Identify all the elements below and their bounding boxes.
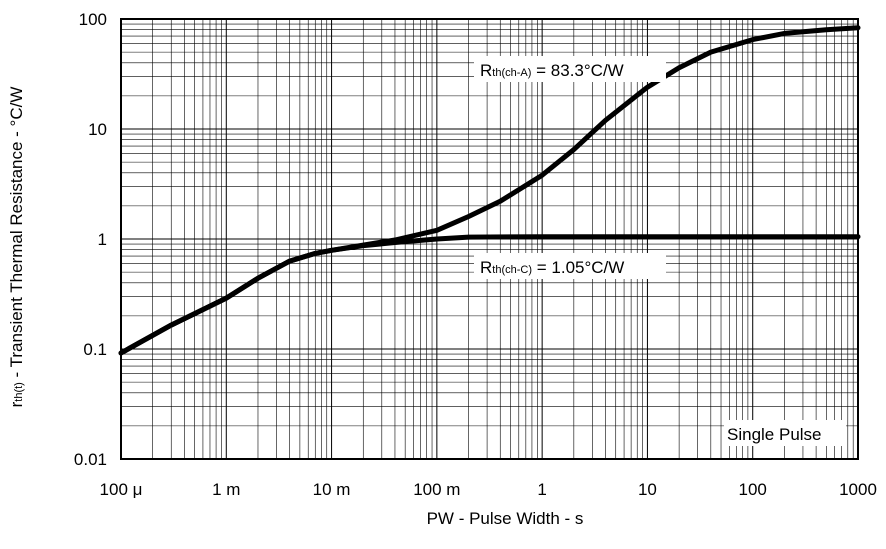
x-tick-label: 100 [739, 480, 767, 499]
y-axis-title: rth(t) - Transient Thermal Resistance - … [7, 87, 26, 408]
x-tick-label: 100 m [413, 480, 460, 499]
y-tick-label: 10 [88, 120, 107, 139]
x-tick-label: 1000 [839, 480, 877, 499]
x-tick-label: 10 m [313, 480, 351, 499]
y-tick-label: 0.01 [74, 450, 107, 469]
y-tick-label: 1 [98, 230, 107, 249]
x-tick-label: 10 [638, 480, 657, 499]
x-tick-label: 1 m [212, 480, 240, 499]
x-tick-labels: 100 μ 1 m 10 m 100 m 1 10 100 1000 [100, 480, 877, 499]
y-tick-label: 100 [79, 10, 107, 29]
x-axis-title: PW - Pulse Width - s [427, 509, 584, 528]
x-tick-label: 100 μ [100, 480, 143, 499]
x-tick-label: 1 [537, 480, 546, 499]
single-pulse-label: Single Pulse [727, 425, 822, 444]
y-tick-label: 0.1 [83, 340, 107, 359]
y-tick-labels: 0.01 0.1 1 10 100 [74, 10, 107, 469]
